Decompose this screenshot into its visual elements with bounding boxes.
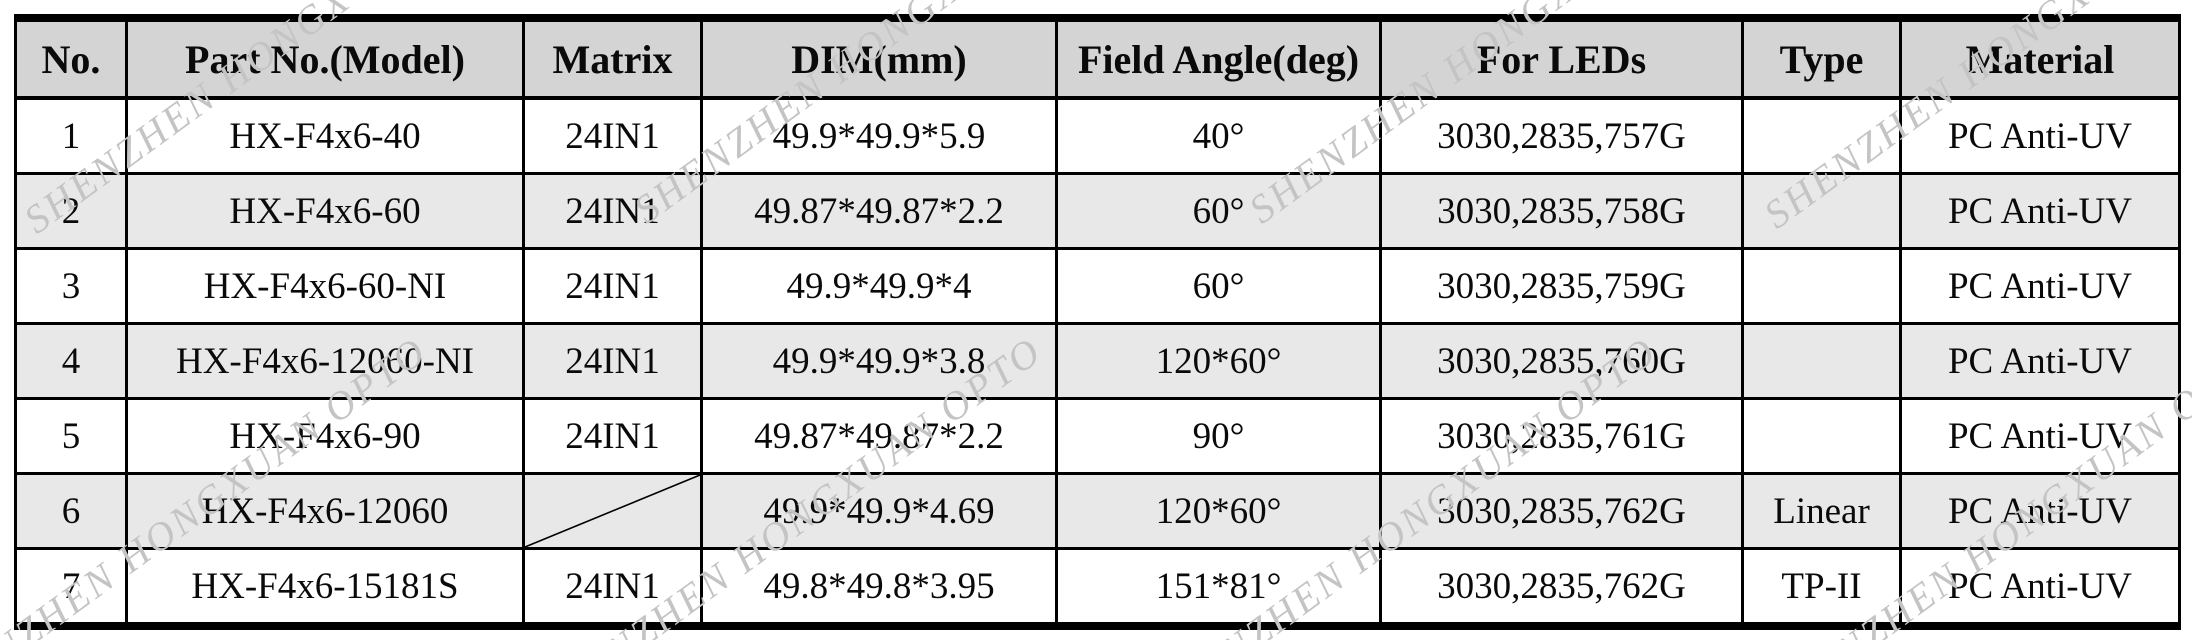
cell-material: PC Anti-UV <box>1899 172 2181 250</box>
cell-for-leds: 3030,2835,761G <box>1379 397 1744 475</box>
table-row: 6 HX-F4x6-12060 49.9*49.9*4.69 120*60° 3… <box>14 472 2181 550</box>
cell-field-angle: 60° <box>1055 172 1382 250</box>
cell-part-no: HX-F4x6-15181S <box>125 547 525 628</box>
cell-no: 2 <box>14 172 128 250</box>
cell-no: 5 <box>14 397 128 475</box>
cell-no: 6 <box>14 472 128 550</box>
cell-for-leds: 3030,2835,762G <box>1379 472 1744 550</box>
cell-matrix: 24IN1 <box>522 547 703 628</box>
cell-for-leds: 3030,2835,758G <box>1379 172 1744 250</box>
diagonal-slash-icon <box>525 475 700 547</box>
table-row: 5 HX-F4x6-90 24IN1 49.87*49.87*2.2 90° 3… <box>14 397 2181 475</box>
cell-for-leds: 3030,2835,762G <box>1379 547 1744 628</box>
column-header-type: Type <box>1741 16 1902 100</box>
cell-type <box>1741 96 1902 175</box>
cell-dim: 49.9*49.9*4.69 <box>700 472 1058 550</box>
table-row: 1 HX-F4x6-40 24IN1 49.9*49.9*5.9 40° 303… <box>14 96 2181 175</box>
cell-dim: 49.9*49.9*5.9 <box>700 96 1058 175</box>
table-row: 7 HX-F4x6-15181S 24IN1 49.8*49.8*3.95 15… <box>14 547 2181 628</box>
column-header-part-no: Part No.(Model) <box>125 16 525 100</box>
cell-dim: 49.87*49.87*2.2 <box>700 397 1058 475</box>
cell-part-no: HX-F4x6-12060-NI <box>125 322 525 400</box>
table-row: 4 HX-F4x6-12060-NI 24IN1 49.9*49.9*3.8 1… <box>14 322 2181 400</box>
cell-dim: 49.87*49.87*2.2 <box>700 172 1058 250</box>
cell-type <box>1741 322 1902 400</box>
column-header-matrix: Matrix <box>522 16 703 100</box>
cell-type: Linear <box>1741 472 1902 550</box>
cell-matrix: 24IN1 <box>522 397 703 475</box>
cell-matrix: 24IN1 <box>522 322 703 400</box>
cell-type <box>1741 172 1902 250</box>
cell-matrix: 24IN1 <box>522 247 703 325</box>
cell-no: 1 <box>14 96 128 175</box>
lens-spec-table: No. Part No.(Model) Matrix DIM(mm) Field… <box>14 14 2181 630</box>
cell-part-no: HX-F4x6-90 <box>125 397 525 475</box>
cell-material: PC Anti-UV <box>1899 397 2181 475</box>
cell-field-angle: 90° <box>1055 397 1382 475</box>
cell-dim: 49.9*49.9*4 <box>700 247 1058 325</box>
table-row: 3 HX-F4x6-60-NI 24IN1 49.9*49.9*4 60° 30… <box>14 247 2181 325</box>
cell-part-no: HX-F4x6-60-NI <box>125 247 525 325</box>
column-header-material: Material <box>1899 16 2181 100</box>
cell-type: TP-II <box>1741 547 1902 628</box>
table-header-row: No. Part No.(Model) Matrix DIM(mm) Field… <box>14 16 2181 100</box>
column-header-for-leds: For LEDs <box>1379 16 1744 100</box>
cell-type <box>1741 247 1902 325</box>
cell-material: PC Anti-UV <box>1899 96 2181 175</box>
cell-no: 4 <box>14 322 128 400</box>
cell-no: 7 <box>14 547 128 628</box>
cell-no: 3 <box>14 247 128 325</box>
column-header-dim: DIM(mm) <box>700 16 1058 100</box>
cell-part-no: HX-F4x6-60 <box>125 172 525 250</box>
cell-material: PC Anti-UV <box>1899 247 2181 325</box>
cell-for-leds: 3030,2835,760G <box>1379 322 1744 400</box>
cell-dim: 49.9*49.9*3.8 <box>700 322 1058 400</box>
cell-material: PC Anti-UV <box>1899 322 2181 400</box>
cell-field-angle: 151*81° <box>1055 547 1382 628</box>
cell-material: PC Anti-UV <box>1899 472 2181 550</box>
column-header-no: No. <box>14 16 128 100</box>
cell-field-angle: 120*60° <box>1055 472 1382 550</box>
cell-field-angle: 120*60° <box>1055 322 1382 400</box>
cell-matrix-empty-slash <box>522 472 703 550</box>
cell-dim: 49.8*49.8*3.95 <box>700 547 1058 628</box>
cell-field-angle: 60° <box>1055 247 1382 325</box>
column-header-field-angle: Field Angle(deg) <box>1055 16 1382 100</box>
cell-matrix: 24IN1 <box>522 96 703 175</box>
cell-for-leds: 3030,2835,759G <box>1379 247 1744 325</box>
cell-for-leds: 3030,2835,757G <box>1379 96 1744 175</box>
cell-material: PC Anti-UV <box>1899 547 2181 628</box>
cell-part-no: HX-F4x6-12060 <box>125 472 525 550</box>
cell-part-no: HX-F4x6-40 <box>125 96 525 175</box>
table-row: 2 HX-F4x6-60 24IN1 49.87*49.87*2.2 60° 3… <box>14 172 2181 250</box>
cell-matrix: 24IN1 <box>522 172 703 250</box>
cell-field-angle: 40° <box>1055 96 1382 175</box>
cell-type <box>1741 397 1902 475</box>
